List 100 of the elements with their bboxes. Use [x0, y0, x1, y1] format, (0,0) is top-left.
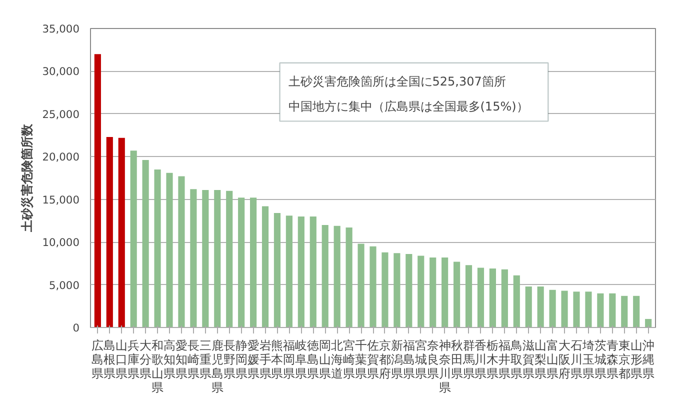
- x-tick-label: 滋賀県: [522, 338, 535, 380]
- bar: [274, 213, 281, 328]
- x-tick-label: 愛媛県: [247, 338, 260, 380]
- y-tick-label: 30,000: [42, 65, 80, 78]
- bar: [501, 269, 508, 328]
- bar: [621, 296, 628, 328]
- x-tick-label: 山梨県: [534, 338, 547, 380]
- bar: [537, 286, 544, 328]
- bar: [310, 216, 316, 328]
- y-tick-label: 10,000: [42, 236, 80, 250]
- x-tick-label: 静岡県: [235, 338, 248, 380]
- annotation: 土砂災害危険箇所は全国に525,307箇所: [288, 74, 506, 88]
- x-tick-label: 沖縄県: [641, 338, 654, 380]
- y-tick-label: 25,000: [42, 108, 80, 121]
- x-tick-label: 千葉県: [355, 338, 368, 380]
- bar: [190, 189, 197, 328]
- bar: [238, 198, 245, 328]
- bar: [334, 226, 340, 328]
- x-tick-label: 香川県: [474, 338, 487, 380]
- bar: [633, 296, 640, 328]
- x-tick-label: 佐賀県: [367, 338, 379, 380]
- bar: [430, 257, 436, 328]
- bar: [130, 150, 137, 328]
- x-tick-label: 鹿児島県: [211, 338, 224, 394]
- x-tick-label: 兵庫県: [128, 338, 140, 380]
- x-tick-label: 埼玉県: [581, 338, 594, 380]
- x-tick-label: 熊本県: [271, 338, 284, 380]
- bar: [465, 265, 472, 328]
- x-tick-label: 群馬県: [462, 338, 475, 380]
- bar: [358, 244, 364, 328]
- bar: [166, 172, 173, 328]
- bar: [394, 253, 400, 328]
- x-tick-label: 北海道: [331, 338, 344, 380]
- x-tick-label: 石川県: [570, 338, 582, 380]
- x-tick-label: 栃木県: [486, 338, 499, 380]
- bar: [298, 216, 304, 328]
- bar: [585, 292, 592, 328]
- y-tick-label: 15,000: [42, 193, 80, 206]
- x-tick-label: 和歌山県: [152, 338, 164, 394]
- x-tick-label: 新潟県: [390, 338, 403, 380]
- bar: [322, 224, 328, 328]
- y-tick-label: 0: [72, 322, 80, 334]
- bar: [286, 216, 292, 328]
- bar: [645, 318, 652, 328]
- bar: [118, 138, 125, 328]
- x-tick-label: 岩手県: [259, 338, 272, 380]
- y-tick-label: 5,000: [48, 278, 80, 292]
- bar: [346, 228, 352, 328]
- x-tick-label: 島根県: [104, 338, 116, 380]
- x-tick-label: 大分県: [140, 338, 152, 380]
- bar: [382, 252, 388, 328]
- x-tick-label: 鳥取県: [510, 338, 523, 380]
- x-tick-label: 山形県: [630, 338, 642, 380]
- bar: [178, 176, 185, 328]
- annotation: 中国地方に集中（広島県は全国最多(15%)）: [288, 100, 528, 114]
- bar: [262, 206, 269, 328]
- x-tick-label: 広島県: [92, 338, 104, 380]
- bar: [489, 268, 496, 328]
- bar: [418, 256, 424, 328]
- bar: [406, 254, 412, 328]
- bar: [477, 268, 484, 328]
- x-tick-label: 愛知県: [175, 338, 188, 380]
- x-tick-label: 岐阜県: [295, 338, 308, 380]
- x-tick-label: 山口県: [116, 338, 128, 380]
- bar: [454, 262, 460, 328]
- x-tick-label: 神奈川県: [438, 338, 451, 394]
- bar: [597, 293, 604, 328]
- bar: [214, 190, 221, 328]
- bar: [370, 246, 376, 328]
- bar: [442, 257, 448, 328]
- x-tick-label: 茨城県: [593, 338, 606, 380]
- bar: [94, 54, 101, 328]
- x-tick-label: 奈良県: [426, 338, 439, 380]
- x-tick-label: 三重県: [199, 338, 212, 380]
- bar: [154, 169, 161, 328]
- x-tick-label: 岡山県: [319, 338, 332, 380]
- x-tick-label: 長崎県: [187, 338, 200, 380]
- x-tick-label: 徳島県: [307, 338, 320, 380]
- x-tick-label: 高知県: [164, 338, 176, 380]
- y-tick-label: 20,000: [42, 150, 80, 164]
- x-tick-label: 青森県: [606, 338, 618, 380]
- bar: [549, 290, 556, 328]
- bar: [106, 136, 113, 328]
- bar: [202, 190, 209, 328]
- bar: [250, 198, 257, 328]
- bar: [226, 190, 233, 328]
- x-tick-label: 福井県: [498, 338, 511, 380]
- bar: [561, 290, 568, 328]
- x-tick-label: 長野県: [223, 338, 236, 380]
- y-tick-label: 35,000: [42, 22, 80, 36]
- bar: [573, 292, 580, 328]
- x-tick-label: 福島県: [402, 338, 415, 380]
- x-tick-label: 宮崎県: [343, 338, 356, 380]
- x-tick-label: 大阪府: [558, 338, 571, 380]
- bar: [525, 286, 532, 328]
- bar: [142, 160, 149, 328]
- bar: [609, 293, 616, 328]
- y-axis-title: 土砂災害危険箇所数: [20, 123, 34, 233]
- x-tick-label: 富山県: [546, 338, 559, 380]
- x-tick-label: 宮城県: [414, 338, 427, 380]
